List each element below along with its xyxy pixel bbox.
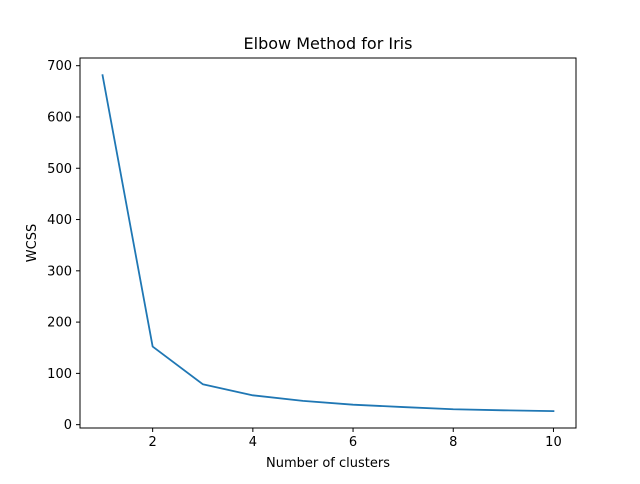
y-axis-label: WCSS [25, 224, 40, 262]
y-tick-label: 600 [47, 110, 72, 125]
y-tick-label: 400 [47, 213, 72, 228]
x-tick-label: 6 [349, 435, 357, 450]
y-tick-label: 500 [47, 162, 72, 177]
x-tick-label: 4 [249, 435, 257, 450]
chart-title: Elbow Method for Iris [244, 34, 413, 53]
series-line-0 [101, 74, 555, 412]
plot-background [80, 58, 576, 428]
y-tick-label: 0 [64, 418, 72, 433]
x-tick-label: 8 [449, 435, 457, 450]
x-tick-label: 2 [149, 435, 157, 450]
plot-frame [79, 57, 577, 429]
y-tick-label: 700 [47, 59, 72, 74]
y-tick-label: 300 [47, 264, 72, 279]
y-tick-label: 100 [47, 367, 72, 382]
y-tick-label: 200 [47, 316, 72, 331]
series-layer [101, 74, 555, 412]
x-axis-label: Number of clusters [266, 456, 390, 471]
x-tick-label: 10 [545, 435, 562, 450]
